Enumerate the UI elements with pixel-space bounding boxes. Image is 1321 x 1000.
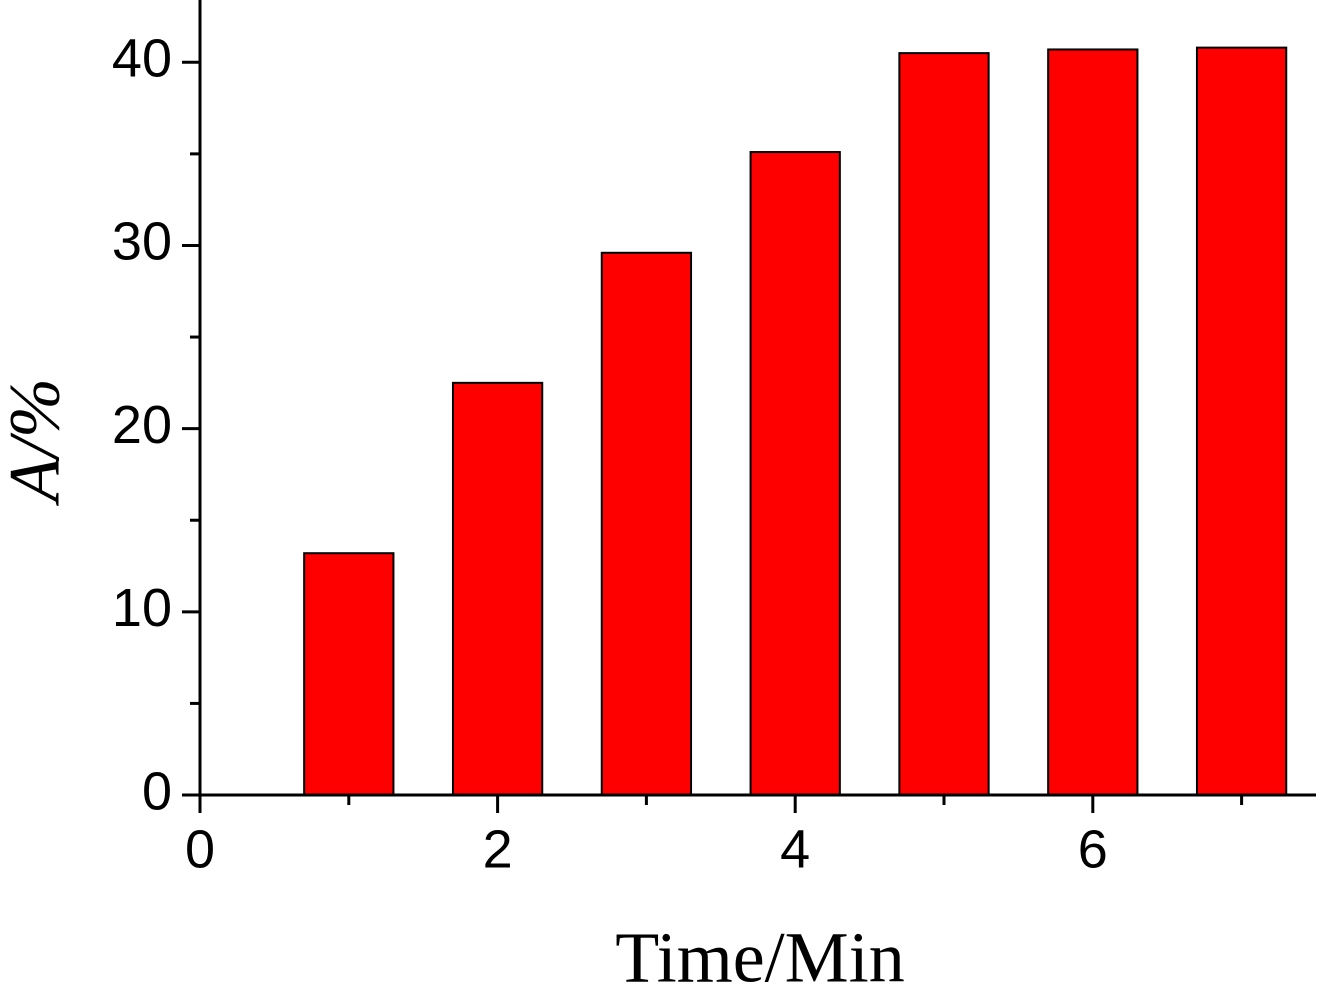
bar [1195,46,1288,797]
x-tick-label: 4 [780,819,810,879]
x-tick-label: 2 [483,819,513,879]
y-tick-label: 40 [112,29,172,89]
x-tick-label: 0 [185,819,215,879]
x-tick-label: 6 [1078,819,1108,879]
bar [451,381,544,796]
bar [749,151,841,796]
bar [600,251,693,796]
y-axis-label: A/% [0,378,75,506]
y-tick-label: 0 [142,761,172,821]
bar [1047,48,1139,797]
bar [898,52,990,796]
y-tick-label: 30 [112,212,172,272]
bar [303,552,395,796]
y-tick-label: 10 [112,578,172,638]
y-tick-label: 20 [112,395,172,455]
x-axis-label: Time/Min [615,918,904,998]
